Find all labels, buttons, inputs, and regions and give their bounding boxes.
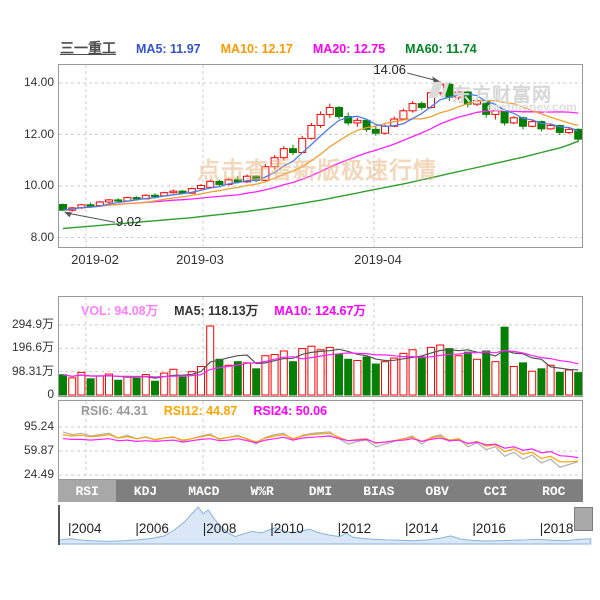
kline-xtick: 2019-04 <box>354 252 402 267</box>
kline-indicator-values: MA5: 11.97 MA10: 12.17 MA20: 12.75 MA60: 11… <box>136 42 477 56</box>
rsi-indicator: RSI12: 44.87 <box>163 404 238 418</box>
volume-chart <box>59 297 582 396</box>
volume-indicator: VOL: 94.08万 <box>81 304 159 318</box>
tab-obv[interactable]: OBV <box>425 483 449 499</box>
rsi-panel: RSI6: 44.31 RSI12: 44.87 RSI24: 50.06 <box>58 400 583 480</box>
year-label: |2004 <box>68 521 102 536</box>
tab-kdj[interactable]: KDJ <box>133 483 158 499</box>
year-label: |2012 <box>337 521 372 536</box>
year-label: |2014 <box>405 521 439 536</box>
kline-ytick: 10.00 <box>23 178 54 192</box>
kline-ma-indicator: MA60: 11.74 <box>405 42 477 56</box>
navigator-left-handle[interactable] <box>58 505 60 545</box>
rsi-ytick: 95.24 <box>23 419 54 433</box>
low-price-annotation: 9.02 <box>116 214 142 229</box>
navigator-right-handle[interactable] <box>574 507 593 531</box>
timeline-area-chart <box>58 506 592 545</box>
tab-rsi[interactable]: RSI <box>58 480 117 502</box>
tab-macd[interactable]: MACD <box>188 483 220 499</box>
tab-roc[interactable]: ROC <box>542 483 566 499</box>
kline-panel: 东方财富网 eastmoney.com 点击查看新版极速行情 <box>58 64 583 248</box>
volume-indicator: MA10: 124.67万 <box>274 304 366 318</box>
volume-ytick: 294.9万 <box>11 316 54 331</box>
rsi-ytick: 24.49 <box>23 467 54 481</box>
rsi-indicator: RSI6: 44.31 <box>81 404 148 418</box>
eastmoney-watermark: 东方财富网 <box>452 85 553 106</box>
kline-ytick: 8.00 <box>30 229 54 244</box>
year-label: |2006 <box>135 521 169 536</box>
tab-dmi[interactable]: DMI <box>308 483 333 499</box>
kline-ma-indicator: MA20: 12.75 <box>312 42 386 56</box>
tab-wr[interactable]: W%R <box>250 483 274 499</box>
tab-bias[interactable]: BIAS <box>363 483 395 499</box>
kline-chart <box>59 65 582 247</box>
volume-indicator: MA5: 118.13万 <box>174 304 259 318</box>
kline-xtick: 2019-03 <box>176 252 224 267</box>
eastmoney-watermark-en: eastmoney.com <box>487 100 577 114</box>
volume-indicator-values: VOL: 94.08万 MA5: 118.13万 MA10: 124.67万 <box>81 300 366 319</box>
promo-watermark: 点击查看新版极速行情 <box>197 157 437 183</box>
year-label: |2018 <box>539 521 574 536</box>
volume-panel: VOL: 94.08万 MA5: 118.13万 MA10: 124.67万 <box>58 296 583 397</box>
kline-xtick: 2019-02 <box>71 252 119 267</box>
kline-ma-indicator: MA10: 12.17 <box>220 42 293 56</box>
timeline-navigator[interactable]: |2004 |2006 |2008 |2010 |2012 |2014 |2016 |2018 <box>58 504 593 546</box>
volume-ytick: 0 <box>47 387 54 401</box>
chart-header: 三一重工 MA5: 11.97 MA10: 12.17 MA20: 12.75 MA6… <box>60 38 477 58</box>
stock-name: 三一重工 <box>60 40 116 56</box>
tab-cci[interactable]: CCI <box>483 483 508 499</box>
volume-ytick: 196.6万 <box>11 340 54 355</box>
rsi-ytick: 59.87 <box>23 442 54 457</box>
kline-ytick: 14.00 <box>23 75 54 89</box>
year-label: |2010 <box>270 521 304 536</box>
year-label: |2016 <box>472 521 506 536</box>
rsi-indicator: RSI24: 50.06 <box>253 404 328 418</box>
kline-ma-indicator: MA5: 11.97 <box>136 42 201 56</box>
indicator-tabs: RSI KDJ MACD W%R DMI BIAS OBV CCI ROC <box>58 480 583 502</box>
year-label: |2008 <box>202 521 237 536</box>
rsi-indicator-values: RSI6: 44.31 RSI12: 44.87 RSI24: 50.06 <box>81 404 327 418</box>
volume-ytick: 98.31万 <box>11 363 54 378</box>
kline-ytick: 12.00 <box>23 126 54 141</box>
rsi-chart <box>59 401 582 479</box>
high-price-annotation: 14.06 <box>373 62 406 77</box>
